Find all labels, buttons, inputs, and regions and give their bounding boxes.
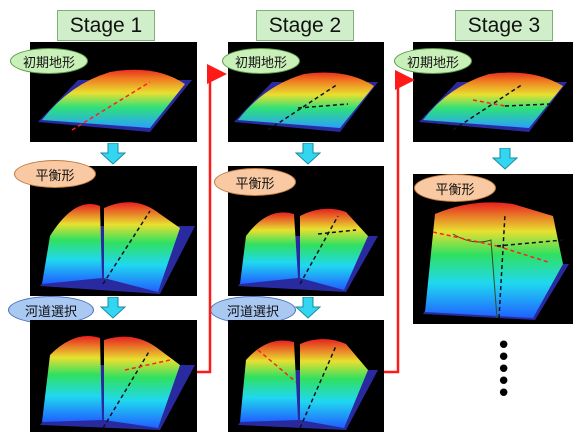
stage-2-river-selection-panel: [228, 320, 384, 432]
stage-1-river-selection-panel: [30, 320, 197, 432]
stage-3-initial-terrain-tag: 初期地形: [394, 48, 472, 74]
stage-1-river-selection-tag: 河道選択: [8, 296, 94, 324]
stage-1-to-stage-2-arrow: [197, 64, 227, 374]
stage-2-equilibrium-tag: 平衡形: [214, 168, 296, 196]
stage-2-equilibrium-render: [238, 208, 378, 292]
stage-1-initial-terrain-render: [38, 69, 192, 132]
stage-1-down-arrow-2: [100, 297, 126, 319]
stage-2-river-selection-render: [238, 339, 378, 430]
stage-1-equilibrium-tag: 平衡形: [14, 160, 96, 188]
stage-1-label: Stage 1: [57, 10, 155, 41]
stage-2-to-stage-3-arrow: [384, 70, 415, 374]
stage-3-equilibrium-tag: 平衡形: [414, 174, 496, 202]
stage-3-initial-terrain-panel: [413, 42, 573, 142]
stage-2-equilibrium-panel: [228, 166, 384, 296]
stage-3-label: Stage 3: [455, 10, 553, 41]
stage-1-equilibrium-render: [40, 202, 195, 294]
stage-2-initial-terrain-tag: 初期地形: [222, 48, 300, 74]
stage-2-label: Stage 2: [256, 10, 354, 41]
stage-2-down-arrow-1: [295, 143, 321, 165]
stage-3-initial-terrain-render: [419, 72, 567, 132]
stage-2-initial-terrain-render: [234, 72, 378, 132]
stage-3-equilibrium-render: [423, 202, 569, 320]
stage-3-equilibrium-panel: [413, 174, 573, 324]
stage-2-river-selection-tag: 河道選択: [210, 296, 296, 324]
stage-3-down-arrow: [492, 148, 518, 170]
stage-2-down-arrow-2: [295, 297, 321, 319]
stage-1-down-arrow-1: [100, 143, 126, 165]
stage-1-initial-terrain-tag: 初期地形: [10, 48, 88, 74]
stage-1-river-selection-render: [40, 336, 195, 430]
